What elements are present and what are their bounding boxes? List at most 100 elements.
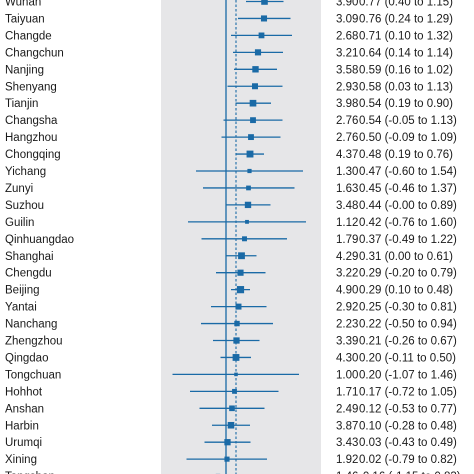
point-estimate-marker (260, 15, 268, 22)
forest-row: Tongchuan 1.00 0.20 (-1.07 to 1.46) (5, 369, 457, 381)
forest-row: Zunyi 1.63 0.45 (-0.46 to 1.37) (5, 183, 457, 195)
estimate-ci-label: 0.22 (-0.50 to 0.94) (359, 319, 457, 331)
forest-row: Harbin 3.87 0.10 (-0.28 to 0.48) (5, 420, 457, 432)
forest-row: Urumqi 3.43 0.03 (-0.43 to 0.49) (5, 437, 457, 449)
estimate-ci-label: 0.20 (-0.11 to 0.50) (359, 352, 456, 364)
city-label: Zunyi (5, 183, 33, 195)
estimate-ci-label: 0.29 (0.10 to 0.48) (359, 285, 453, 297)
value-label: 4.29 (336, 251, 358, 263)
value-label: 1.79 (336, 234, 358, 246)
point-estimate-marker (232, 388, 237, 394)
estimate-ci-label: 0.10 (-0.28 to 0.48) (359, 420, 457, 432)
point-estimate-marker (224, 439, 231, 446)
estimate-ci-label: 0.50 (-0.09 to 1.09) (359, 132, 457, 144)
point-estimate-marker (236, 286, 245, 294)
value-label: 3.98 (336, 98, 358, 110)
forest-row: Anshan 2.49 0.12 (-0.53 to 0.77) (5, 403, 457, 415)
value-label: 4.30 (336, 352, 358, 364)
forest-rows: Wuhan 3.90 0.77 (0.40 to 1.15)Taiyuan 3.09 0… (5, 0, 461, 474)
city-label: Changchun (5, 47, 64, 59)
estimate-ci-label: 0.17 (-0.72 to 1.05) (359, 386, 457, 398)
estimate-ci-label: 0.64 (0.14 to 1.14) (359, 47, 453, 59)
city-label: Qingdao (5, 352, 48, 364)
value-label: 2.49 (336, 403, 358, 415)
city-label: Chengdu (5, 268, 52, 280)
point-estimate-marker (248, 134, 254, 141)
estimate-ci-label: 0.48 (0.19 to 0.76) (359, 149, 453, 161)
point-estimate-marker (235, 303, 242, 310)
point-estimate-marker (247, 168, 252, 174)
point-estimate-marker (238, 252, 245, 260)
city-label: Suzhou (5, 200, 44, 212)
forest-row: Hohhot 1.71 0.17 (-0.72 to 1.05) (5, 386, 457, 398)
point-estimate-marker (233, 337, 240, 344)
estimate-ci-label: 0.29 (-0.20 to 0.79) (359, 268, 457, 280)
city-label: Shanghai (5, 251, 54, 263)
city-label: Beijing (5, 285, 40, 297)
value-label: 3.09 (336, 13, 358, 25)
forest-row: Zhengzhou 3.39 0.21 (-0.26 to 0.67) (5, 336, 457, 348)
forest-row: Wuhan 3.90 0.77 (0.40 to 1.15) (5, 0, 453, 9)
forest-row: Qingdao 4.30 0.20 (-0.11 to 0.50) (5, 352, 456, 364)
value-label: 3.21 (336, 47, 358, 59)
estimate-ci-label: 0.76 (0.24 to 1.29) (359, 13, 453, 25)
point-estimate-marker (234, 320, 240, 327)
forest-row: Shanghai 4.29 0.31 (0.00 to 0.61) (5, 251, 453, 263)
point-estimate-marker (261, 0, 268, 5)
value-label: 3.22 (336, 268, 358, 280)
estimate-ci-label: 0.03 (-0.43 to 0.49) (359, 437, 457, 449)
city-label: Chongqing (5, 149, 61, 161)
forest-row: Guilin 1.12 0.42 (-0.76 to 1.60) (5, 217, 457, 229)
value-label: 1.12 (336, 217, 358, 229)
estimate-ci-label: 0.31 (0.00 to 0.61) (359, 251, 453, 263)
forest-row: Yantai 2.92 0.25 (-0.30 to 0.81) (5, 302, 457, 314)
city-label: Guilin (5, 217, 34, 229)
value-label: 2.68 (336, 30, 358, 42)
point-estimate-marker (246, 185, 251, 191)
value-label: 3.58 (336, 64, 358, 76)
city-label: Yantai (5, 302, 37, 314)
value-label: 2.92 (336, 302, 358, 314)
point-estimate-marker (254, 49, 262, 56)
city-label: Changde (5, 30, 52, 42)
estimate-ci-label: 0.58 (0.03 to 1.13) (359, 81, 453, 93)
city-label: Hangzhou (5, 132, 57, 144)
city-label: Nanjing (5, 64, 44, 76)
forest-row: Xining 1.92 0.02 (-0.79 to 0.82) (5, 454, 457, 466)
point-estimate-marker (224, 456, 230, 462)
estimate-ci-label: 0.71 (0.10 to 1.32) (359, 30, 453, 42)
point-estimate-marker (242, 236, 247, 242)
point-estimate-marker (245, 219, 249, 224)
value-label: 2.76 (336, 115, 358, 127)
value-label: 1.63 (336, 183, 358, 195)
value-label: 3.87 (336, 420, 358, 432)
estimate-ci-label: 0.47 (-0.60 to 1.54) (359, 166, 457, 178)
city-label: Shenyang (5, 81, 57, 93)
value-label: 3.48 (336, 200, 358, 212)
forest-row: Hangzhou 2.76 0.50 (-0.09 to 1.09) (5, 132, 457, 144)
estimate-ci-label: 0.42 (-0.76 to 1.60) (359, 217, 457, 229)
value-label: 4.37 (336, 149, 358, 161)
estimate-ci-label: 0.02 (-0.79 to 0.82) (359, 454, 457, 466)
value-label: 1.00 (336, 369, 358, 381)
point-estimate-marker (234, 372, 238, 377)
forest-row: Changde 2.68 0.71 (0.10 to 1.32) (5, 30, 453, 42)
city-label: Qinhuangdao (5, 234, 74, 246)
city-label: Harbin (5, 420, 39, 432)
value-label: 2.76 (336, 132, 358, 144)
estimate-ci-label: 0.12 (-0.53 to 0.77) (359, 403, 457, 415)
point-estimate-marker (249, 99, 257, 107)
city-label: Hohhot (5, 386, 43, 398)
value-label: 2.93 (336, 81, 358, 93)
value-label: 3.43 (336, 437, 358, 449)
forest-row: Suzhou 3.48 0.44 (-0.00 to 0.89) (5, 200, 457, 212)
plot-panel (161, 0, 321, 474)
value-label: 4.90 (336, 285, 358, 297)
city-label: Nanchang (5, 319, 57, 331)
forest-row: Beijing 4.90 0.29 (0.10 to 0.48) (5, 285, 453, 297)
point-estimate-marker (229, 405, 235, 412)
city-label: Zhengzhou (5, 336, 63, 348)
forest-row: Changchun 3.21 0.64 (0.14 to 1.14) (5, 47, 453, 59)
estimate-ci-label: 0.44 (-0.00 to 0.89) (359, 200, 457, 212)
